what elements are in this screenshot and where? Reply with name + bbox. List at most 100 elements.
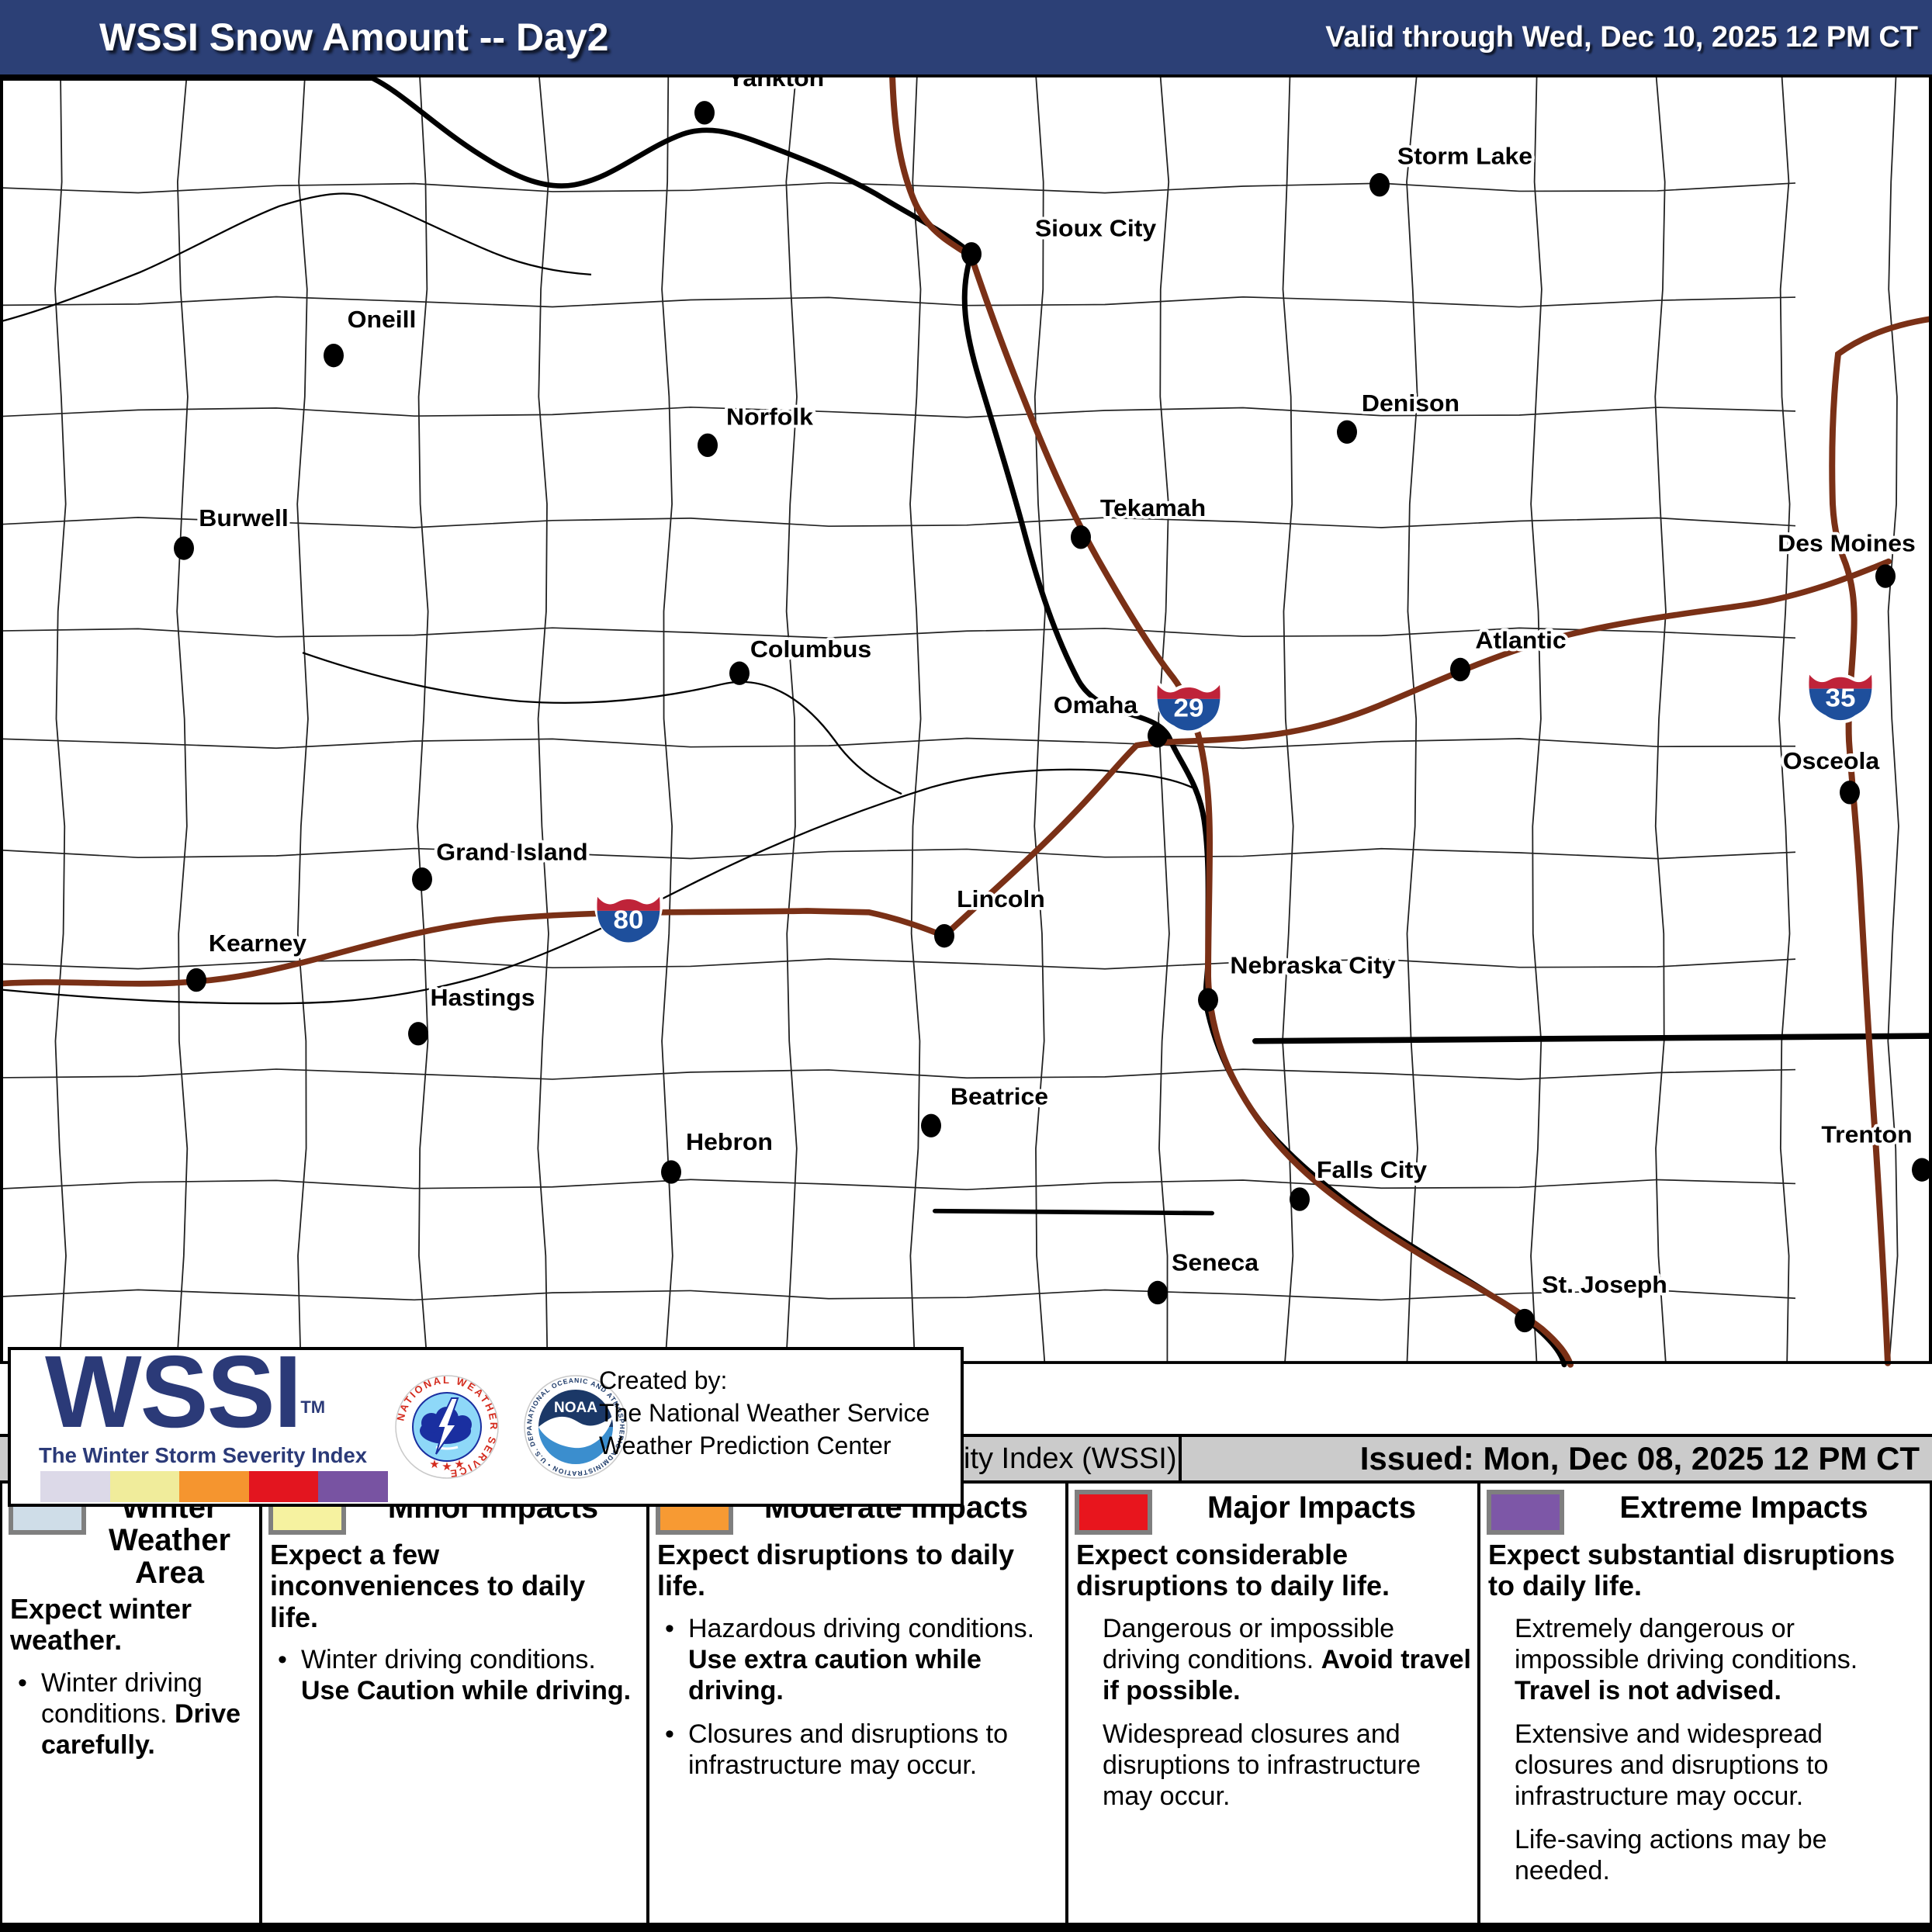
city-dot-oneill [324,343,344,368]
interstate-35-shield-icon: 35 [1806,666,1875,724]
city-dot-beatrice [921,1113,941,1137]
colorbar-segment-3 [248,1471,319,1502]
city-label-tekamah: Tekamah [1100,495,1206,521]
legend-column-winter-weather-area: Winter Weather Area Expect winter weather… [2,1484,262,1923]
city-dot-des-moines [1875,564,1896,588]
map-frame [0,74,1932,1364]
credit-text: Created by: The National Weather Service… [599,1364,930,1463]
severity-colorbar [40,1471,388,1502]
city-label-omaha: Omaha [1054,692,1138,718]
county-line [0,406,1796,418]
city-label-nebraska-city: Nebraska City [1230,952,1396,978]
legend-column-major-impacts: Major Impacts Expect considerable disrupt… [1068,1484,1480,1923]
legend-item-bold-text: Drive carefully. [41,1698,241,1760]
city-dot-hastings [408,1022,428,1046]
city-dot-hebron [661,1160,681,1184]
legend-header-extreme-impacts: Extreme Impacts [1487,1490,1923,1535]
valid-through-text: Valid through Wed, Dec 10, 2025 12 PM CT [1325,20,1918,54]
city-dot-norfolk [698,433,718,457]
legend-lead-moderate-impacts: Expect disruptions to daily life. [657,1539,1015,1602]
city-label-storm-lake: Storm Lake [1397,143,1532,169]
legend-lead-extreme-impacts: Expect substantial disruptions to daily … [1488,1539,1896,1602]
agency-logos: NATIONAL WEATHER SERVICE ★ ★ ★ NOAA NATION… [391,1350,628,1480]
legend-title-extreme-impacts: Extreme Impacts [1619,1491,1868,1525]
city-label-burwell: Burwell [199,505,288,531]
county-line [0,1068,1796,1080]
legend-item-text: Extremely dangerous or impossible drivin… [1515,1613,1858,1674]
legend-column-moderate-impacts: Moderate Impacts Expect disruptions to da… [649,1484,1068,1923]
city-label-denison: Denison [1362,390,1459,417]
bullet-icon: • [665,1719,674,1749]
page-title: WSSI Snow Amount -- Day2 [99,16,609,59]
sd-ne-border [0,75,975,257]
county-line [1282,74,1294,1364]
legend-item-text: Hazardous driving conditions. [688,1613,1035,1643]
svg-text:★: ★ [429,1458,439,1471]
county-line [537,74,549,1363]
county-line [0,517,1796,528]
colorbar-segment-4 [318,1471,388,1502]
city-label-falls-city: Falls City [1317,1157,1428,1183]
city-dot-omaha [1148,724,1168,748]
county-line [176,74,189,1364]
credit-line1: Created by: [599,1366,728,1394]
city-dot-nebraska-city [1198,988,1218,1012]
legend-item-text: Winter driving conditions. [41,1667,203,1729]
city-dot-tekamah [1071,525,1091,549]
legend-lead-winter-weather-area: Expect winter weather. [10,1593,192,1657]
legend-item-text: Winter driving conditions. [301,1644,596,1674]
county-line [661,74,673,1364]
legend-item-minor-impacts-0: • Winter driving conditions. Use Caution … [278,1644,640,1706]
city-label-lincoln: Lincoln [957,886,1045,912]
noaa-wordmark: NOAA [554,1400,597,1416]
county-line [1887,74,1899,1364]
legend-item-major-impacts-1: Widespread closures and disruptions to i… [1087,1719,1471,1812]
city-dot-sioux-city [961,242,982,266]
interstate-number: 29 [1174,694,1204,722]
colorbar-segment-2 [179,1471,249,1502]
city-label-grand-island: Grand Island [436,839,587,865]
legend-swatch-extreme-impacts [1487,1490,1564,1535]
legend-item-text: Life-saving actions may be needed. [1515,1825,1827,1886]
city-label-kearney: Kearney [209,930,307,957]
county-line [785,74,798,1364]
credit-line2: The National Weather Service [599,1399,930,1428]
city-dot-falls-city [1290,1187,1310,1211]
legend-item-text: Extensive and widespread closures and di… [1515,1719,1829,1812]
city-dot-denison [1337,420,1357,444]
county-line [1406,74,1418,1364]
county-line [1778,74,1791,1364]
loup-river [302,652,902,795]
nws-logo-icon: NATIONAL WEATHER SERVICE ★ ★ ★ [394,1374,499,1480]
county-line [0,627,1796,639]
trademark-symbol: TM [300,1397,326,1417]
city-label-atlantic: Atlantic [1475,627,1566,653]
status-bar-issued: Issued: Mon, Dec 08, 2025 12 PM CT [1359,1440,1920,1477]
county-line [1654,74,1667,1364]
legend-lead-major-impacts: Expect considerable disruptions to daily… [1076,1539,1390,1602]
county-line [417,74,429,1364]
county-line [909,74,922,1364]
county-line [0,182,1796,194]
interstate-number: 35 [1826,684,1856,712]
colorbar-segment-1 [109,1471,180,1502]
impacts-legend: Winter Weather Area Expect winter weather… [0,1484,1932,1932]
legend-item-moderate-impacts-0: • Hazardous driving conditions. Use extra… [665,1613,1059,1706]
bullet-icon: • [18,1667,27,1698]
legend-item-text: Widespread closures and disruptions to i… [1103,1719,1421,1812]
legend-item-extreme-impacts-2: Life-saving actions may be needed. [1499,1824,1923,1886]
legend-column-minor-impacts: Minor Impacts Expect a few inconveniences… [262,1484,649,1923]
city-label-hastings: Hastings [430,985,535,1011]
wssi-credit-box: WSSITM The Winter Storm Severity Index [8,1341,964,1507]
ne-ks-border [933,1208,1214,1216]
city-dot-atlantic [1450,657,1470,682]
city-dot-grand-island [412,867,432,892]
county-line [1158,74,1170,1363]
city-label-oneill: Oneill [348,306,417,333]
wssi-wordmark: WSSITM [45,1335,326,1449]
svg-text:★: ★ [441,1460,452,1473]
bullet-icon: • [278,1644,287,1674]
legend-item-text: Dangerous or impossible driving conditio… [1103,1613,1395,1674]
city-dot-kearney [186,968,206,992]
